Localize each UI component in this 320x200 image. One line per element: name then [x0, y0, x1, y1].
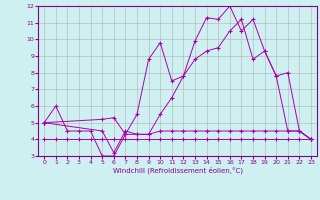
- X-axis label: Windchill (Refroidissement éolien,°C): Windchill (Refroidissement éolien,°C): [113, 167, 243, 174]
